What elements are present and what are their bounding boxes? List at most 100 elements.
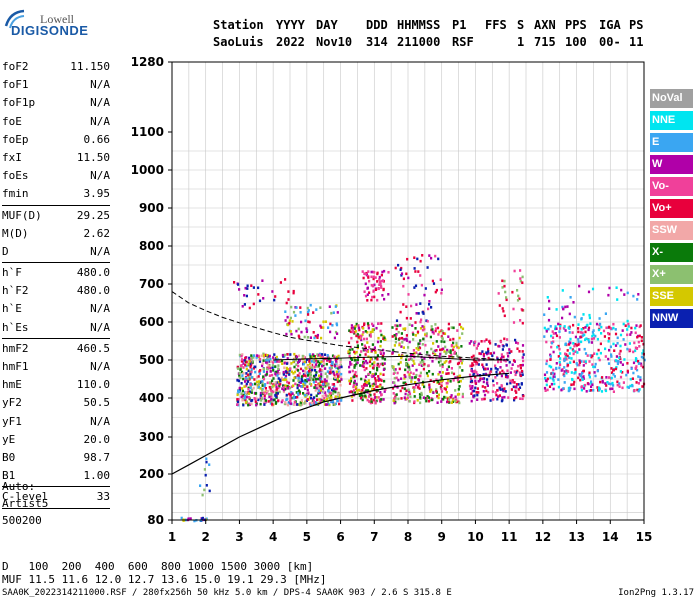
y-tick-label: 700 xyxy=(139,277,164,291)
echo-point xyxy=(380,273,383,277)
echo-point xyxy=(574,350,577,353)
echo-point xyxy=(313,386,316,389)
echo-point xyxy=(253,365,256,369)
echo-point xyxy=(407,293,410,296)
echo-point xyxy=(325,397,329,401)
echo-point xyxy=(419,327,423,330)
echo-point xyxy=(353,381,356,384)
echo-point xyxy=(619,333,623,337)
echo-point xyxy=(250,357,253,360)
echo-point xyxy=(460,325,463,329)
echo-point xyxy=(244,380,247,383)
echo-point xyxy=(519,279,522,283)
echo-point xyxy=(360,334,363,338)
echo-point xyxy=(591,287,595,291)
echo-point xyxy=(382,373,385,376)
echo-point xyxy=(436,326,440,330)
echo-point xyxy=(501,369,504,373)
echo-point xyxy=(421,358,424,362)
echo-point xyxy=(323,396,326,400)
param-label: D xyxy=(2,244,9,258)
echo-point xyxy=(412,372,415,375)
echo-point xyxy=(331,354,335,358)
echo-point xyxy=(448,398,451,401)
echo-point xyxy=(441,363,444,366)
echo-point xyxy=(517,388,520,391)
echo-point xyxy=(316,398,319,402)
echo-point xyxy=(552,375,555,378)
echo-point xyxy=(353,331,356,334)
echo-point xyxy=(374,400,377,404)
echo-point xyxy=(410,358,413,361)
echo-point xyxy=(309,364,313,367)
echo-point xyxy=(430,325,433,328)
echo-point xyxy=(615,286,618,289)
echo-point xyxy=(634,357,638,360)
echo-point xyxy=(507,396,510,399)
echo-point xyxy=(429,379,432,382)
echo-point xyxy=(414,321,417,324)
legend-item-w: W xyxy=(650,155,693,174)
echo-point xyxy=(248,396,251,399)
echo-point xyxy=(247,388,250,391)
echo-point xyxy=(580,317,583,320)
echo-point xyxy=(314,377,318,381)
echo-point xyxy=(409,353,413,357)
echo-point xyxy=(288,321,291,325)
echo-point xyxy=(298,335,301,339)
echo-point xyxy=(373,271,376,274)
echo-point xyxy=(334,395,337,398)
echo-point xyxy=(461,369,464,372)
echo-point xyxy=(271,290,274,293)
echo-point xyxy=(474,386,477,390)
echo-point xyxy=(495,370,498,374)
echo-point xyxy=(502,371,505,374)
echo-point xyxy=(363,361,366,365)
echo-point xyxy=(519,374,522,377)
echo-point xyxy=(475,391,478,394)
echo-point xyxy=(543,326,546,330)
echo-point xyxy=(360,385,364,388)
echo-point xyxy=(521,350,524,353)
echo-point xyxy=(629,333,632,336)
echo-point xyxy=(288,373,291,376)
echo-point xyxy=(521,308,524,312)
echo-point xyxy=(236,400,240,404)
echo-point xyxy=(259,394,262,397)
echo-point xyxy=(373,388,376,391)
param-label: h`F2 xyxy=(2,284,29,298)
echo-point xyxy=(567,389,570,393)
echo-point xyxy=(511,363,514,366)
echo-point xyxy=(328,386,331,390)
echo-point xyxy=(599,351,602,355)
echo-point xyxy=(333,384,336,388)
echo-point xyxy=(285,393,288,397)
echo-point xyxy=(476,373,479,377)
echo-point xyxy=(240,354,243,358)
echo-point xyxy=(287,368,290,371)
echo-point xyxy=(563,374,566,378)
echo-point xyxy=(406,396,409,400)
echo-point xyxy=(408,392,412,396)
echo-point xyxy=(338,364,341,367)
echo-point xyxy=(607,357,610,361)
echo-point xyxy=(275,383,278,386)
echo-point xyxy=(475,347,478,350)
echo-point xyxy=(338,402,341,406)
echo-point xyxy=(441,379,444,382)
echo-point xyxy=(272,369,275,372)
echo-point xyxy=(544,377,547,380)
echo-point xyxy=(412,333,415,336)
echo-point xyxy=(335,370,338,374)
echo-point xyxy=(634,349,637,353)
echo-point xyxy=(355,362,358,366)
echo-point xyxy=(404,392,407,396)
echo-point xyxy=(251,360,254,363)
echo-point xyxy=(238,373,241,377)
echo-point xyxy=(627,325,630,328)
echo-point xyxy=(419,274,422,277)
echo-point xyxy=(457,380,460,383)
echo-point xyxy=(452,348,455,352)
echo-point xyxy=(289,402,292,405)
echo-point xyxy=(443,395,446,399)
